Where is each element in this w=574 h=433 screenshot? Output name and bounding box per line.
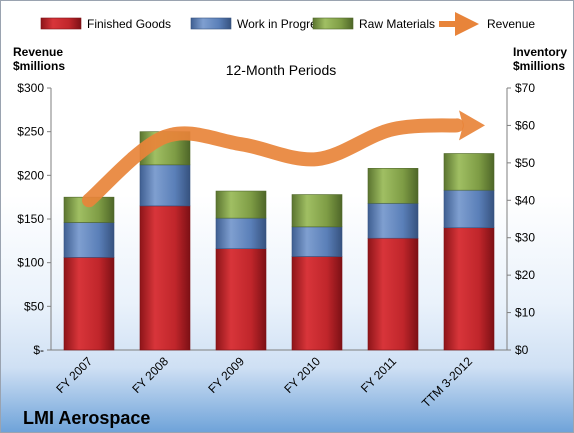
right-tick-label: $40 [515,193,535,207]
left-axis-title-line1: Revenue [13,45,63,59]
legend-label-finished-goods: Finished Goods [87,17,171,31]
legend-label-revenue: Revenue [487,17,535,31]
bar-work-in-progress [291,226,343,257]
right-axis-title-line2: $millions [513,59,565,73]
left-tick-label: $50 [24,299,44,313]
legend-label-raw-materials: Raw Materials [359,17,435,31]
bar-raw-materials [367,168,419,204]
bar-finished-goods [443,227,495,351]
legend: Finished Goods Work in Progress Raw Mate… [40,12,535,36]
legend-label-work-in-progress: Work in Progress [237,17,329,31]
bar-work-in-progress [139,164,191,207]
x-tick-label: FY 2008 [129,354,171,396]
left-axis-ticks: $- $50 $100 $150 $200 $250 $300 [17,81,51,357]
bar-raw-materials [291,194,343,228]
left-tick-label: $150 [17,212,44,226]
bar-raw-materials [443,153,495,191]
chart-title: 12-Month Periods [226,62,337,78]
right-tick-label: $50 [515,156,535,170]
left-tick-label: $100 [17,256,44,270]
x-axis-labels: FY 2007 FY 2008 FY 2009 FY 2010 FY 2011 TTM 3… [53,354,475,410]
bar-work-in-progress [443,189,495,229]
bar-raw-materials [215,190,267,219]
left-axis-title-line2: $millions [13,59,65,73]
right-axis-title-line1: Inventory [513,45,567,59]
left-tick-label: $200 [17,168,44,182]
legend-swatch-finished-goods [40,17,82,30]
left-tick-label: $- [33,343,44,357]
left-tick-label: $300 [17,81,44,95]
right-tick-label: $20 [515,268,535,282]
right-axis-ticks: $0 $10 $20 $30 $40 $50 $60 $70 [507,81,535,357]
x-tick-label: FY 2007 [53,354,95,396]
x-tick-label: TTM 3-2012 [419,354,475,410]
legend-swatch-work-in-progress [190,17,232,30]
bar-work-in-progress [367,202,419,239]
right-tick-label: $30 [515,231,535,245]
right-tick-label: $10 [515,306,535,320]
x-tick-label: FY 2010 [281,354,323,396]
bar-work-in-progress [63,222,115,258]
legend-swatch-raw-materials [312,17,354,30]
company-name: LMI Aerospace [23,408,150,428]
bar-finished-goods [367,237,419,351]
right-tick-label: $0 [515,343,529,357]
bar-finished-goods [139,205,191,351]
bars [63,131,495,351]
x-tick-label: FY 2009 [205,354,247,396]
bar-work-in-progress [215,217,267,249]
right-tick-label: $70 [515,81,535,95]
revenue-arrowhead [459,110,485,141]
bar-finished-goods [291,256,343,351]
bar-finished-goods [215,248,267,351]
revenue-line [82,118,464,208]
right-tick-label: $60 [515,118,535,132]
left-tick-label: $250 [17,125,44,139]
bar-finished-goods [63,257,115,351]
x-tick-label: FY 2011 [358,354,399,395]
